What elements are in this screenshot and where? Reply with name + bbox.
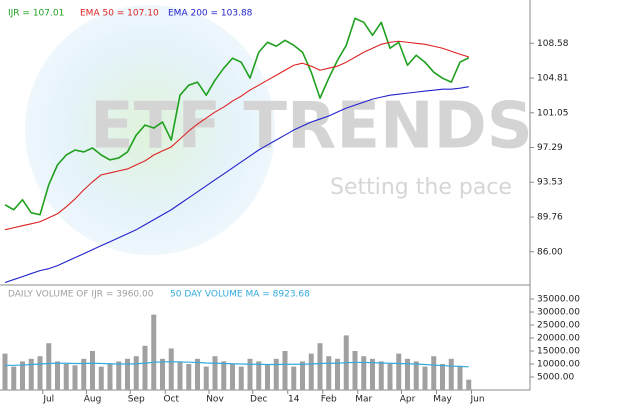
volume-bar (28, 358, 34, 390)
volume-bar (151, 314, 157, 390)
volume-bar (116, 361, 122, 390)
y-tick-label: 89.76 (537, 213, 563, 223)
volume-bar (256, 361, 262, 390)
volume-bar (335, 358, 340, 390)
volume-bar (107, 364, 113, 390)
volume-bar (90, 351, 95, 390)
series-line (4, 17, 470, 216)
x-tick-label: Jun (469, 395, 484, 405)
x-tick-label: Aug (84, 395, 102, 405)
volume-bar (413, 361, 419, 390)
volume-bar (247, 358, 253, 390)
volume-bar (230, 364, 235, 390)
volume-bar (440, 364, 445, 390)
y-tick-label: 20000.00 (537, 334, 580, 344)
volume-bar (457, 366, 463, 390)
y-tick-label: 97.29 (537, 143, 563, 153)
volume-bar (160, 358, 165, 390)
y-tick-label: 30000.00 (537, 308, 580, 318)
watermark-circle (25, 5, 275, 255)
volume-bar (203, 366, 209, 390)
volume-bar (265, 364, 270, 390)
y-tick-label: 15000.00 (537, 347, 580, 357)
x-tick-label: 14 (288, 395, 300, 405)
volume-bar (133, 356, 139, 390)
volume-bar (396, 353, 402, 390)
volume-bar (378, 361, 384, 390)
y-tick-label: 108.58 (537, 39, 569, 49)
volume-bar (142, 345, 148, 390)
volume-bar (422, 366, 428, 390)
x-tick-label: Dec (250, 395, 267, 405)
volume-bar (177, 361, 183, 390)
volume-bar (238, 366, 244, 390)
volume-bar (11, 366, 17, 390)
legend-entry: 50 DAY VOLUME MA = 8923.68 (170, 290, 310, 300)
x-tick-label: Jul (42, 395, 54, 405)
volume-bar (370, 358, 375, 390)
volume-bar (2, 353, 8, 390)
volume-bar (46, 343, 52, 390)
volume-bar (273, 358, 279, 390)
legend-entry: IJR = 107.01 (8, 9, 64, 19)
volume-bar (168, 348, 174, 390)
volume-bar (55, 361, 60, 390)
volume-bar (300, 361, 305, 390)
watermark-brand: ETF TRENDS (90, 90, 533, 164)
y-tick-label: 86.00 (537, 247, 563, 257)
volume-bar (195, 358, 200, 390)
y-tick-label: 35000.00 (537, 295, 580, 305)
y-tick-label: 93.53 (537, 178, 563, 188)
volume-bar (317, 343, 323, 390)
x-tick-label: Nov (206, 395, 224, 405)
x-tick-label: Oct (163, 395, 179, 405)
volume-bar (387, 364, 393, 390)
legend-entry: EMA 200 = 103.88 (168, 9, 253, 19)
volume-bar (72, 365, 78, 390)
volume-bar (81, 358, 87, 390)
volume-bar (308, 353, 314, 390)
volume-bar (431, 356, 437, 390)
watermark-tagline: Setting the pace (330, 175, 512, 200)
x-tick-label: Mar (355, 395, 372, 405)
legend-entry: DAILY VOLUME OF IJR = 3960.00 (8, 290, 154, 300)
volume-bar (466, 379, 472, 390)
volume-bar (212, 356, 218, 390)
series-line (4, 86, 469, 284)
y-tick-label: 25000.00 (537, 321, 580, 331)
x-tick-label: Apr (400, 395, 416, 405)
x-tick-label: May (433, 395, 452, 405)
x-tick-label: Feb (321, 395, 337, 405)
volume-bar (361, 356, 367, 390)
volume-bar (405, 358, 410, 390)
x-tick-label: Sep (128, 395, 145, 405)
volume-bar (291, 366, 297, 390)
y-tick-label: 101.05 (537, 108, 569, 118)
series-line (4, 40, 469, 231)
volume-bar (352, 351, 358, 390)
volume-bar (221, 361, 227, 390)
y-tick-label: 5000.00 (537, 373, 574, 383)
y-tick-label: 104.81 (537, 74, 569, 84)
volume-bar (63, 364, 69, 390)
volume-bar (448, 358, 454, 390)
volume-bar (282, 351, 288, 390)
volume-bar (98, 366, 104, 390)
volume-bar (37, 356, 43, 390)
volume-bar (20, 361, 25, 390)
volume-bar (326, 356, 332, 390)
y-tick-label: 10000.00 (537, 360, 580, 370)
volume-bar (125, 358, 130, 390)
volume-bar (186, 364, 192, 390)
legend-entry: EMA 50 = 107.10 (80, 9, 159, 19)
series-line (5, 361, 469, 368)
